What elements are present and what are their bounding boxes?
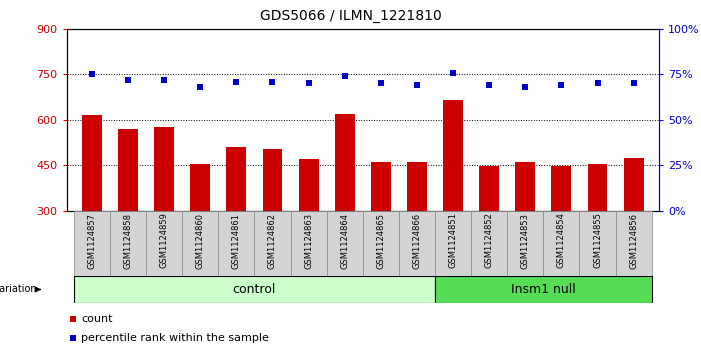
Point: [447, 70, 458, 76]
Point: [519, 84, 531, 90]
Point: [628, 81, 639, 86]
Point: [267, 79, 278, 85]
Bar: [479, 166, 499, 211]
Text: count: count: [81, 314, 113, 324]
Text: GSM1124862: GSM1124862: [268, 212, 277, 269]
Text: GSM1124864: GSM1124864: [340, 212, 349, 269]
Text: GSM1124851: GSM1124851: [449, 212, 458, 268]
Point: [375, 81, 386, 86]
Point: [592, 81, 603, 86]
Bar: [74, 277, 435, 303]
Text: percentile rank within the sample: percentile rank within the sample: [81, 333, 269, 343]
Bar: [471, 211, 508, 276]
Point: [411, 82, 423, 88]
Text: GSM1124866: GSM1124866: [412, 212, 421, 269]
Text: GSM1124860: GSM1124860: [196, 212, 205, 269]
Bar: [82, 115, 102, 211]
Text: GSM1124865: GSM1124865: [376, 212, 386, 269]
Bar: [263, 148, 283, 211]
Bar: [435, 211, 471, 276]
Text: GSM1124863: GSM1124863: [304, 212, 313, 269]
Text: GSM1124859: GSM1124859: [160, 212, 169, 268]
Text: GSM1124852: GSM1124852: [484, 212, 494, 268]
Bar: [118, 129, 138, 211]
Point: [67, 316, 78, 322]
Bar: [290, 211, 327, 276]
Bar: [371, 162, 390, 211]
Bar: [615, 211, 652, 276]
Bar: [226, 147, 246, 211]
Point: [158, 77, 170, 83]
Bar: [190, 164, 210, 211]
Text: control: control: [233, 283, 276, 296]
Point: [484, 82, 495, 88]
Point: [123, 77, 134, 83]
Bar: [363, 211, 399, 276]
Point: [556, 82, 567, 88]
Bar: [182, 211, 218, 276]
Bar: [154, 127, 174, 211]
Point: [86, 72, 97, 77]
Bar: [508, 211, 543, 276]
Text: GSM1124853: GSM1124853: [521, 212, 530, 269]
Bar: [399, 211, 435, 276]
Text: GSM1124856: GSM1124856: [629, 212, 638, 269]
Bar: [254, 211, 290, 276]
Bar: [443, 100, 463, 211]
Bar: [327, 211, 363, 276]
Text: Insm1 null: Insm1 null: [511, 283, 576, 296]
Bar: [587, 164, 608, 211]
Bar: [110, 211, 146, 276]
Bar: [299, 159, 318, 211]
Point: [339, 73, 350, 79]
Bar: [146, 211, 182, 276]
Bar: [552, 166, 571, 211]
Bar: [74, 211, 110, 276]
Point: [303, 81, 314, 86]
Text: GSM1124855: GSM1124855: [593, 212, 602, 268]
Text: genotype/variation: genotype/variation: [0, 285, 36, 294]
Point: [195, 84, 206, 90]
Bar: [624, 158, 644, 211]
Point: [67, 335, 78, 341]
Bar: [407, 162, 427, 211]
Text: GSM1124857: GSM1124857: [88, 212, 96, 269]
Text: GSM1124861: GSM1124861: [232, 212, 241, 269]
Bar: [435, 277, 652, 303]
Text: GSM1124858: GSM1124858: [123, 212, 132, 269]
Point: [231, 79, 242, 85]
Bar: [543, 211, 580, 276]
Bar: [218, 211, 254, 276]
Text: GSM1124854: GSM1124854: [557, 212, 566, 268]
Bar: [515, 162, 536, 211]
Bar: [335, 114, 355, 211]
Text: GDS5066 / ILMN_1221810: GDS5066 / ILMN_1221810: [259, 9, 442, 23]
Bar: [580, 211, 615, 276]
